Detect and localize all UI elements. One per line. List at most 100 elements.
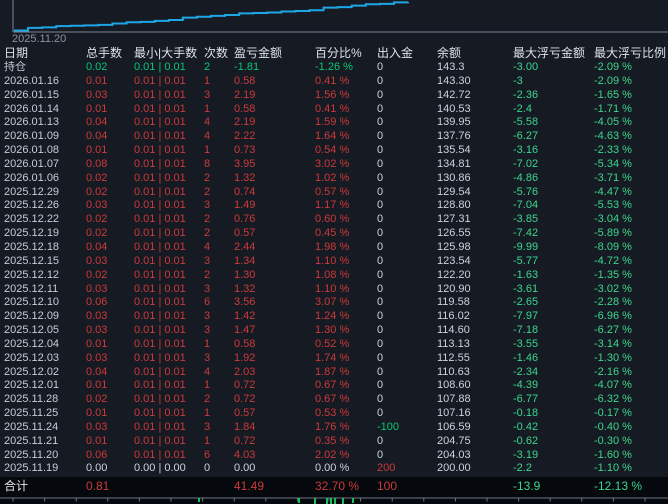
cell-min-max-lots: 0.01 | 0.01 (134, 74, 186, 87)
table-row[interactable]: 2025.12.03 0.03 0.01 | 0.01 3 1.92 1.74 % 0 112… (0, 352, 668, 366)
cell-max-float-loss: -0.42 (513, 420, 539, 433)
cell-balance: 108.60 (437, 379, 471, 392)
cell-min-max-lots: 0.00 | 0.00 (134, 462, 186, 475)
cell-max-float-loss: -2.36 (513, 88, 539, 101)
table-row[interactable]: 2025.11.21 0.01 0.01 | 0.01 1 0.72 0.35 % 0 204… (0, 435, 668, 449)
table-row[interactable]: 2025.12.01 0.01 0.01 | 0.01 1 0.72 0.67 % 0 108… (0, 379, 668, 393)
cell-cash-flow: 0 (377, 88, 384, 101)
cell-date: 2025.12.19 (4, 227, 60, 240)
cell-balance: 137.76 (437, 130, 471, 143)
table-row[interactable]: 2025.12.04 0.01 0.01 | 0.01 1 0.58 0.52 % 0 113… (0, 338, 668, 352)
cell-balance: 204.03 (437, 448, 471, 461)
total-pct: 32.70 % (315, 478, 360, 493)
cell-times: 1 (204, 379, 211, 392)
table-row[interactable]: 2026.01.09 0.04 0.01 | 0.01 4 2.22 1.64 % 0 137… (0, 130, 668, 144)
cell-times: 2 (204, 61, 211, 73)
table-row[interactable]: 持仓 0.02 0.01 | 0.01 2 -1.81 -1.26 % 0 143.3 -3.0… (0, 61, 668, 75)
cell-balance: 110.63 (437, 365, 470, 378)
table-row[interactable]: 2026.01.08 0.01 0.01 | 0.01 1 0.73 0.54 % 0 135… (0, 144, 668, 158)
cell-balance: 142.72 (437, 88, 471, 101)
cell-times: 1 (204, 434, 211, 447)
cell-max-float-loss-pct: -2.09 % (594, 74, 632, 87)
cell-total-lots: 0.04 (86, 130, 108, 143)
cell-times: 2 (204, 268, 211, 281)
table-row[interactable]: 2025.12.26 0.03 0.01 | 0.01 3 1.49 1.17 % 0 128… (0, 199, 668, 213)
cell-date: 2026.01.16 (4, 74, 60, 87)
table-row[interactable]: 2026.01.13 0.04 0.01 | 0.01 4 2.19 1.59 % 0 139… (0, 116, 668, 130)
cell-cash-flow: 0 (377, 351, 384, 364)
table-row[interactable]: 2026.01.16 0.01 0.01 | 0.01 1 0.58 0.41 % 0 143… (0, 75, 668, 89)
table-row[interactable]: 2025.11.24 0.03 0.01 | 0.01 3 1.84 1.76 % -100… (0, 421, 668, 435)
column-header-balance: 余额 (437, 46, 462, 60)
cell-balance: 140.53 (437, 102, 471, 115)
cell-min-max-lots: 0.01 | 0.01 (134, 420, 186, 433)
column-header-times: 次数 (204, 46, 229, 60)
cell-percentage: 1.10 % (315, 282, 350, 295)
cell-cash-flow: 0 (377, 296, 384, 309)
table-row[interactable]: 2026.01.14 0.01 0.01 | 0.01 1 0.58 0.41 % 0 140… (0, 103, 668, 117)
cell-cash-flow: 0 (377, 171, 384, 184)
cell-date: 2025.11.28 (4, 393, 59, 406)
table-row[interactable]: 2025.11.28 0.02 0.01 | 0.01 2 0.72 0.67 % 0 107… (0, 393, 668, 407)
cell-balance: 127.31 (437, 213, 471, 226)
table-row[interactable]: 2025.12.10 0.06 0.01 | 0.01 6 3.56 3.07 % 0 119… (0, 296, 668, 310)
cell-max-float-loss-pct: -4.07 % (594, 379, 632, 392)
table-row[interactable]: 2025.11.19 0.00 0.00 | 0.00 0 0.00 0.00 % 200 2… (0, 462, 668, 476)
cell-min-max-lots: 0.01 | 0.01 (134, 337, 186, 350)
cell-pnl-amount: 1.49 (234, 199, 256, 212)
table-row[interactable]: 2025.11.25 0.01 0.01 | 0.01 1 0.57 0.53 % 0 107… (0, 407, 668, 421)
table-row[interactable]: 2025.12.09 0.03 0.01 | 0.01 3 1.42 1.24 % 0 116… (0, 310, 668, 324)
cell-min-max-lots: 0.01 | 0.01 (134, 434, 186, 447)
table-row[interactable]: 2025.12.11 0.03 0.01 | 0.01 3 1.32 1.10 % 0 120… (0, 283, 668, 297)
cell-max-float-loss-pct: -3.04 % (594, 213, 632, 226)
cell-total-lots: 0.02 (86, 61, 108, 73)
cell-times: 2 (204, 213, 211, 226)
column-header-percentage: 百分比% (315, 46, 362, 60)
total-label: 合计 (4, 478, 29, 493)
cell-max-float-loss-pct: -2.09 % (594, 61, 632, 73)
cell-max-float-loss: -3 (513, 74, 523, 87)
table-row[interactable]: 2025.12.05 0.03 0.01 | 0.01 3 1.47 1.30 % 0 114… (0, 324, 668, 338)
table-row[interactable]: 2026.01.07 0.08 0.01 | 0.01 8 3.95 3.02 % 0 134… (0, 158, 668, 172)
table-row[interactable]: 2026.01.15 0.03 0.01 | 0.01 3 2.19 1.56 % 0 142… (0, 89, 668, 103)
cell-max-float-loss: -7.04 (513, 199, 539, 212)
cell-max-float-loss: -1.46 (513, 351, 539, 364)
cell-pnl-amount: 1.32 (234, 171, 256, 184)
cell-pnl-amount: 0.76 (234, 213, 256, 226)
table-row[interactable]: 2025.12.18 0.04 0.01 | 0.01 4 2.44 1.98 % 0 125… (0, 241, 668, 255)
column-header-min-max-lots: 最小|大手数 (134, 46, 198, 60)
cell-times: 3 (204, 324, 211, 337)
cell-date: 2025.12.12 (4, 268, 60, 281)
cell-percentage: 0.60 % (315, 213, 350, 226)
cell-total-lots: 0.03 (86, 199, 108, 212)
cell-cash-flow: -100 (377, 420, 400, 433)
table-row[interactable]: 2025.12.15 0.03 0.01 | 0.01 3 1.34 1.10 % 0 123… (0, 255, 668, 269)
cell-times: 4 (204, 116, 211, 129)
cell-max-float-loss: -0.18 (513, 407, 539, 420)
cell-date: 2026.01.07 (4, 157, 60, 170)
table-row[interactable]: 2025.12.02 0.04 0.01 | 0.01 4 2.03 1.87 % 0 110… (0, 366, 668, 380)
cell-total-lots: 0.01 (86, 337, 108, 350)
table-row[interactable]: 2025.12.29 0.02 0.01 | 0.01 2 0.74 0.57 % 0 129… (0, 186, 668, 200)
table-body: 持仓 0.02 0.01 | 0.01 2 -1.81 -1.26 % 0 143.3 -3.0… (0, 61, 668, 476)
table-row[interactable]: 2025.11.20 0.06 0.01 | 0.01 6 4.03 2.02 % 0 204… (0, 449, 668, 463)
column-header-date: 日期 (4, 46, 29, 60)
cell-max-float-loss: -7.18 (513, 324, 539, 337)
total-pnl: 41.49 (234, 478, 265, 493)
cell-percentage: 1.10 % (315, 254, 350, 267)
cell-min-max-lots: 0.01 | 0.01 (134, 199, 186, 212)
table-row[interactable]: 2026.01.06 0.02 0.01 | 0.01 2 1.32 1.02 % 0 130… (0, 172, 668, 186)
cell-min-max-lots: 0.01 | 0.01 (134, 324, 186, 337)
table-row[interactable]: 2025.12.19 0.02 0.01 | 0.01 2 0.57 0.45 % 0 126… (0, 227, 668, 241)
bottom-bar-chart-svg (0, 497, 668, 504)
cell-total-lots: 0.06 (86, 448, 108, 461)
cell-balance: 135.54 (437, 144, 471, 157)
table-row[interactable]: 2025.12.12 0.02 0.01 | 0.01 2 1.30 1.08 % 0 122… (0, 269, 668, 283)
cell-total-lots: 0.06 (86, 296, 108, 309)
cell-times: 2 (204, 227, 211, 240)
cell-max-float-loss: -7.97 (513, 310, 539, 323)
cell-percentage: 1.59 % (315, 116, 350, 129)
table-row[interactable]: 2025.12.22 0.02 0.01 | 0.01 2 0.76 0.60 % 0 127… (0, 213, 668, 227)
cell-balance: 134.81 (437, 157, 471, 170)
cell-date: 2025.12.04 (4, 337, 60, 350)
